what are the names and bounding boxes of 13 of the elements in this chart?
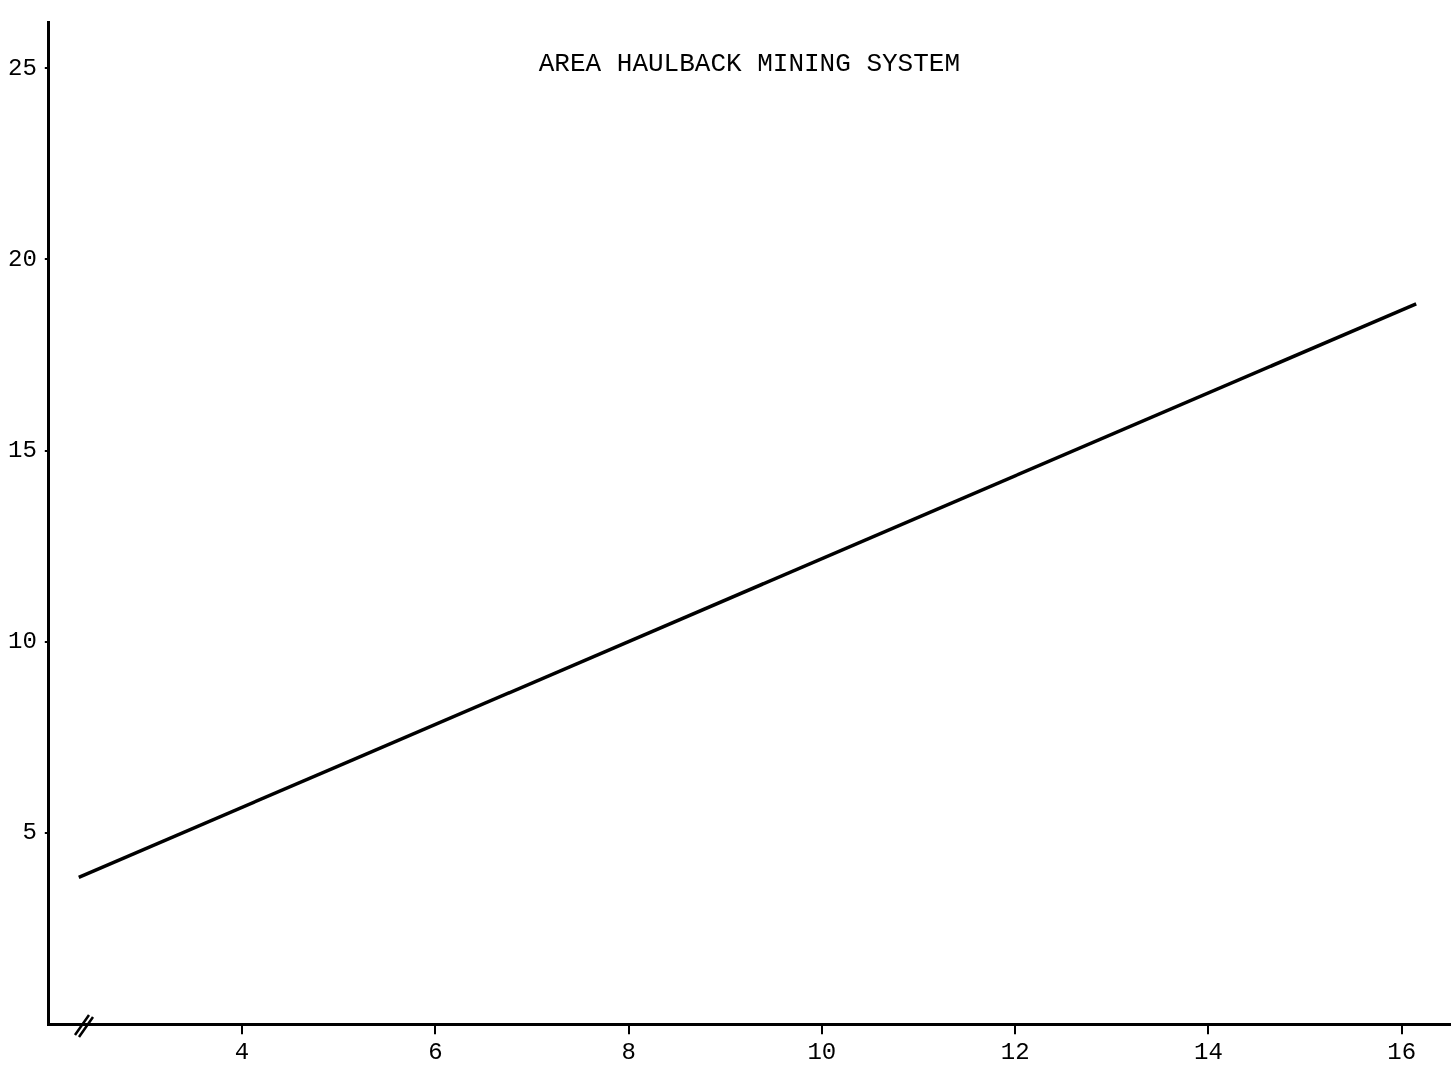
x-tick-label: 14 bbox=[1194, 1038, 1223, 1066]
text: AREA HAULBACK MINING SYSTEM bbox=[538, 49, 961, 80]
x-tick-label: 16 bbox=[1387, 1038, 1417, 1066]
y-tick-label: 25 bbox=[7, 54, 37, 82]
x-tick-label: 8 bbox=[621, 1038, 636, 1066]
y-tick-label: 15 bbox=[7, 437, 37, 465]
x-tick-label: 10 bbox=[807, 1038, 837, 1066]
x-tick-label: 4 bbox=[234, 1038, 250, 1066]
y-tick-label: 5 bbox=[22, 819, 37, 847]
y-tick-label: 20 bbox=[7, 245, 37, 273]
y-tick-label: 10 bbox=[7, 628, 37, 656]
x-tick-label: 12 bbox=[1000, 1038, 1030, 1066]
x-tick-label: 6 bbox=[428, 1038, 443, 1066]
